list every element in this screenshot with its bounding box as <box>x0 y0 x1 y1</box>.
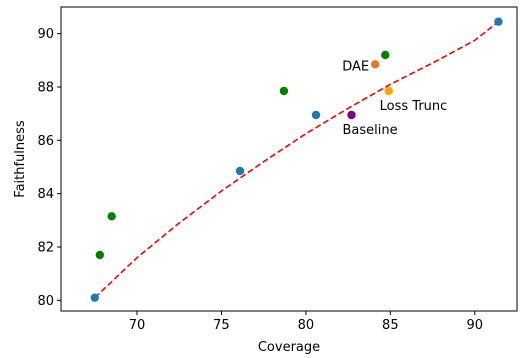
x-axis-ticks: 70 75 80 85 90 <box>129 311 483 333</box>
point-loss-trunc <box>384 86 393 96</box>
y-tick-label: 80 <box>37 294 54 309</box>
x-tick-label: 70 <box>129 318 146 333</box>
data-point <box>279 86 289 96</box>
plot-area: DAE Loss Trunc Baseline <box>60 6 518 312</box>
point-dae <box>370 60 380 69</box>
fit-line <box>94 21 499 299</box>
y-tick-label: 82 <box>37 241 54 256</box>
y-tick-label: 88 <box>37 81 54 96</box>
y-tick-label: 90 <box>37 27 54 42</box>
data-point <box>494 17 503 26</box>
y-tick-label: 86 <box>37 134 54 149</box>
x-tick-label: 90 <box>467 318 484 333</box>
data-point <box>381 50 390 60</box>
x-tick-label: 85 <box>382 318 399 333</box>
point-label: Baseline <box>342 123 397 138</box>
data-point <box>90 293 99 302</box>
data-point <box>95 250 105 260</box>
y-axis-label: Faithfulness <box>13 120 28 198</box>
axes-frame <box>60 6 518 312</box>
point-label: DAE <box>342 59 369 74</box>
point-label: Loss Trunc <box>380 99 448 114</box>
data-point <box>107 212 116 221</box>
y-tick-label: 84 <box>37 187 54 202</box>
point-baseline <box>347 110 356 120</box>
x-tick-label: 80 <box>298 318 315 333</box>
data-point <box>311 110 321 120</box>
x-axis-label: Coverage <box>258 340 320 355</box>
y-axis-ticks: 80 82 84 86 88 90 <box>37 27 61 309</box>
data-point <box>235 166 245 176</box>
x-tick-label: 75 <box>213 318 230 333</box>
